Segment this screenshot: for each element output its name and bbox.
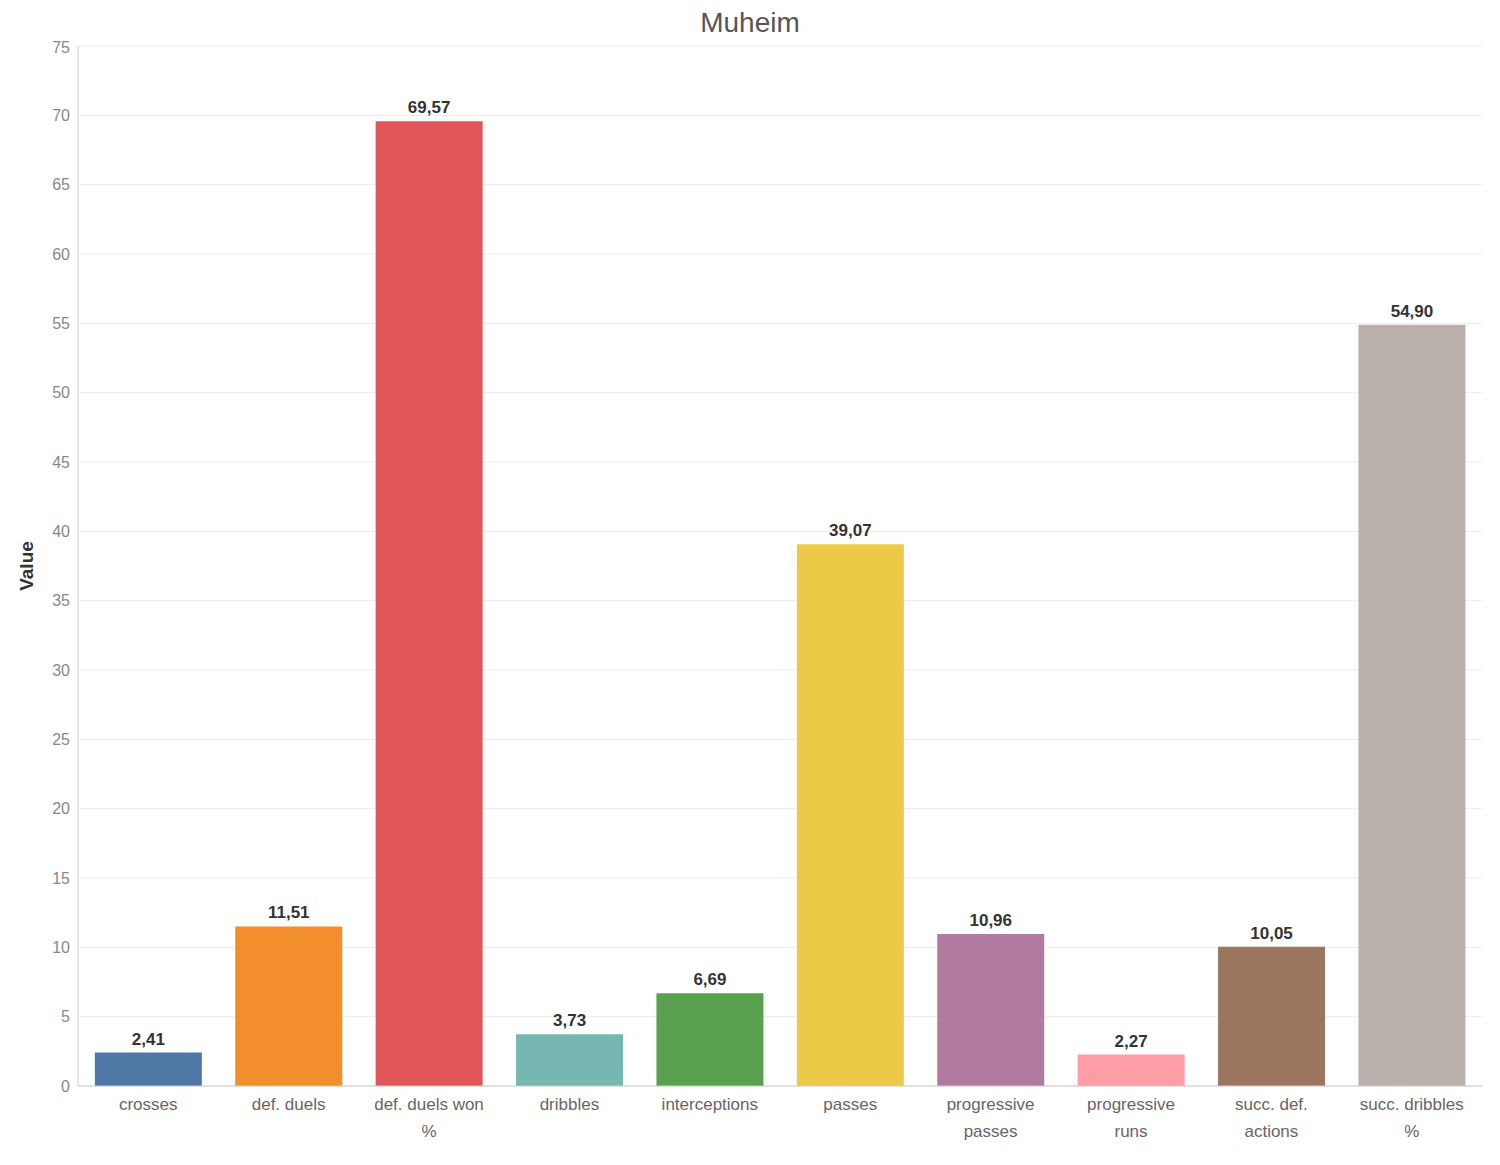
svg-text:passes: passes xyxy=(823,1095,877,1114)
svg-text:54,90: 54,90 xyxy=(1391,302,1434,321)
svg-text:succ. def.actions: succ. def.actions xyxy=(1235,1095,1308,1141)
svg-text:35: 35 xyxy=(52,592,70,609)
svg-text:Value: Value xyxy=(16,541,37,591)
svg-text:11,51: 11,51 xyxy=(268,903,310,922)
svg-text:def. duels won%: def. duels won% xyxy=(374,1095,484,1141)
svg-text:10: 10 xyxy=(52,939,70,956)
svg-text:60: 60 xyxy=(52,246,70,263)
svg-text:6,69: 6,69 xyxy=(693,970,726,989)
svg-text:2,27: 2,27 xyxy=(1115,1032,1148,1051)
svg-text:30: 30 xyxy=(52,662,70,679)
svg-text:progressivepasses: progressivepasses xyxy=(947,1095,1035,1141)
svg-text:0: 0 xyxy=(61,1078,70,1095)
svg-text:69,57: 69,57 xyxy=(408,98,451,117)
svg-text:65: 65 xyxy=(52,176,70,193)
html-text:Muheim: Muheim xyxy=(700,7,800,38)
svg-text:75: 75 xyxy=(52,39,70,56)
svg-text:5: 5 xyxy=(61,1008,70,1025)
svg-text:crosses: crosses xyxy=(119,1095,178,1114)
svg-text:2,41: 2,41 xyxy=(132,1030,165,1049)
svg-text:3,73: 3,73 xyxy=(553,1011,586,1030)
svg-text:40: 40 xyxy=(52,523,70,540)
svg-text:progressiveruns: progressiveruns xyxy=(1087,1095,1175,1141)
svg-text:70: 70 xyxy=(52,107,70,124)
svg-text:55: 55 xyxy=(52,315,70,332)
svg-text:10,96: 10,96 xyxy=(969,911,1012,930)
svg-text:45: 45 xyxy=(52,454,70,471)
svg-text:25: 25 xyxy=(52,731,70,748)
svg-text:dribbles: dribbles xyxy=(540,1095,600,1114)
svg-text:39,07: 39,07 xyxy=(829,521,872,540)
svg-text:def. duels: def. duels xyxy=(252,1095,326,1114)
svg-text:interceptions: interceptions xyxy=(662,1095,758,1114)
svg-text:50: 50 xyxy=(52,384,70,401)
svg-text:succ. dribbles%: succ. dribbles% xyxy=(1360,1095,1464,1141)
svg-text:15: 15 xyxy=(52,870,70,887)
svg-text:20: 20 xyxy=(52,800,70,817)
svg-text:10,05: 10,05 xyxy=(1250,924,1293,943)
